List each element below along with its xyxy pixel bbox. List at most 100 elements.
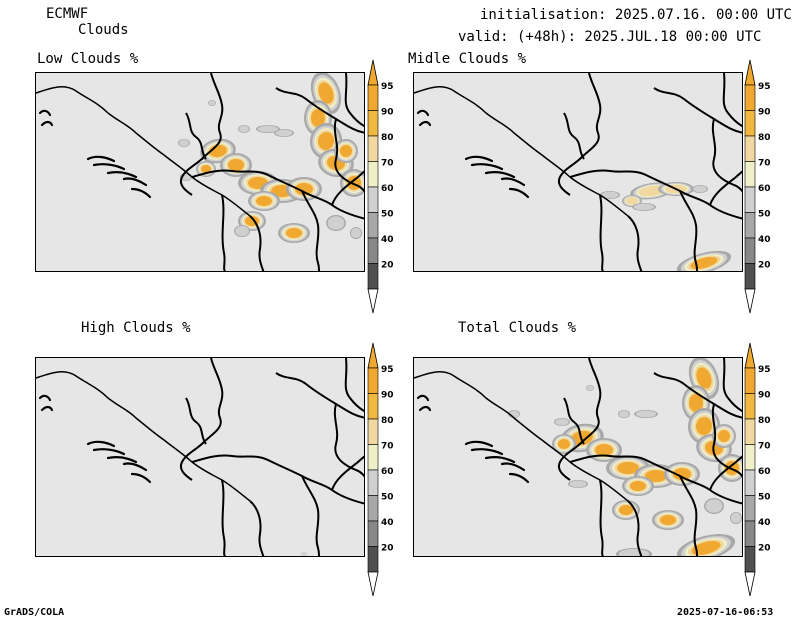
colorbar-segment (367, 418, 379, 445)
country-border (569, 169, 742, 220)
island (122, 462, 148, 472)
cloud-cell (595, 444, 613, 456)
colorbar-segment (367, 520, 379, 547)
country-border (301, 190, 321, 271)
cloud-cell (275, 129, 293, 137)
colorbar-segment (744, 520, 756, 547)
colorbar-segment (367, 135, 379, 162)
colorbar-segment (744, 135, 756, 162)
colorbar-tick-label: 70 (381, 159, 394, 169)
island (464, 440, 494, 448)
colorbar-low: 95 90 80 70 60 50 40 20 (365, 59, 400, 314)
cloud-map-mid (414, 73, 742, 271)
cloud-cell (630, 481, 646, 491)
cloud-cell (327, 216, 345, 230)
colorbar-segment (744, 495, 756, 522)
colorbar-tick-label: 40 (381, 235, 394, 245)
colorbar-segment (744, 393, 756, 420)
colorbar-segment (744, 237, 756, 264)
coastline-borders (414, 73, 742, 271)
cloud-cell (618, 410, 630, 418)
colorbar-tick-label: 95 (758, 82, 771, 92)
island (106, 171, 138, 179)
country-border (679, 190, 699, 271)
colorbar-segment (744, 546, 756, 573)
country-border (180, 73, 224, 196)
colorbar-segment (367, 161, 379, 188)
cloud-cell (633, 203, 655, 211)
island (508, 187, 530, 199)
colorbar-tick-label: 90 (758, 391, 771, 401)
colorbar-tick-label: 50 (381, 493, 394, 503)
cloud-cell (691, 541, 721, 555)
colorbar-tick-label: 95 (381, 82, 394, 92)
colorbar-low-svg: 95 90 80 70 60 50 40 20 (367, 59, 394, 314)
coastline (36, 86, 251, 217)
colorbar-segment (744, 444, 756, 471)
colorbar-tick-label: 80 (758, 416, 771, 426)
country-border (599, 479, 604, 556)
cloud-map-total (414, 358, 742, 556)
country-border (331, 170, 364, 206)
island (38, 394, 52, 402)
colorbar-tick-label: 50 (758, 210, 771, 220)
map-panel-low (35, 72, 365, 272)
colorbar-segment (367, 469, 379, 496)
colorbar-segment (367, 393, 379, 420)
island (92, 163, 126, 171)
colorbar-tick-label: 70 (381, 442, 394, 452)
cloud-cell (257, 125, 279, 133)
island (86, 440, 116, 448)
init-time: initialisation: 2025.07.16. 00:00 UTC (480, 7, 792, 23)
country-border (331, 455, 364, 491)
colorbar-segment (367, 444, 379, 471)
country-border (558, 73, 602, 196)
colorbar-arrow-top (744, 342, 756, 369)
cloud-cell (705, 499, 723, 513)
colorbar-segment (367, 84, 379, 111)
country-border (709, 170, 742, 206)
cloud-cell (178, 139, 190, 147)
cloud-cell (340, 145, 352, 157)
mid-cloud-field (600, 182, 732, 271)
colorbar-tick-label: 80 (381, 416, 394, 426)
colorbar-tick-label: 60 (758, 184, 771, 194)
colorbar-segment (367, 237, 379, 264)
country-border (275, 372, 364, 419)
country-border (221, 194, 226, 271)
cloud-cell (301, 552, 307, 556)
coastline (414, 371, 629, 502)
colorbar-tick-label: 95 (758, 365, 771, 375)
colorbar-tick-label: 40 (381, 518, 394, 528)
island (508, 472, 530, 484)
cloud-cell (558, 439, 570, 449)
country-border (627, 215, 643, 271)
high-cloud-field (301, 552, 307, 556)
country-border (653, 372, 742, 419)
colorbar-tick-label: 40 (758, 235, 771, 245)
colorbar-arrow-bottom (367, 571, 379, 597)
country-border (333, 118, 364, 193)
cloud-cell (317, 132, 335, 150)
colorbar-tick-label: 80 (381, 133, 394, 143)
country-border (627, 500, 643, 556)
island (484, 171, 516, 179)
island (416, 109, 430, 117)
island (40, 120, 54, 127)
colorbar-segment (744, 263, 756, 290)
coastline-borders (36, 73, 364, 271)
cloud-cell (695, 417, 713, 435)
product-label: Clouds (78, 22, 129, 38)
country-border (191, 454, 364, 505)
colorbar-tick-label: 20 (758, 261, 771, 271)
island (484, 456, 516, 464)
island (38, 109, 52, 117)
panel-title-high: High Clouds % (81, 320, 191, 336)
cloud-map-low (36, 73, 364, 271)
colorbar-segment (367, 186, 379, 213)
cloud-cell (673, 468, 691, 480)
cloud-cell (318, 82, 334, 104)
colorbar-mid-svg: 95 90 80 70 60 50 40 20 (744, 59, 771, 314)
cloud-cell (555, 418, 569, 426)
colorbar-arrow-bottom (367, 288, 379, 314)
